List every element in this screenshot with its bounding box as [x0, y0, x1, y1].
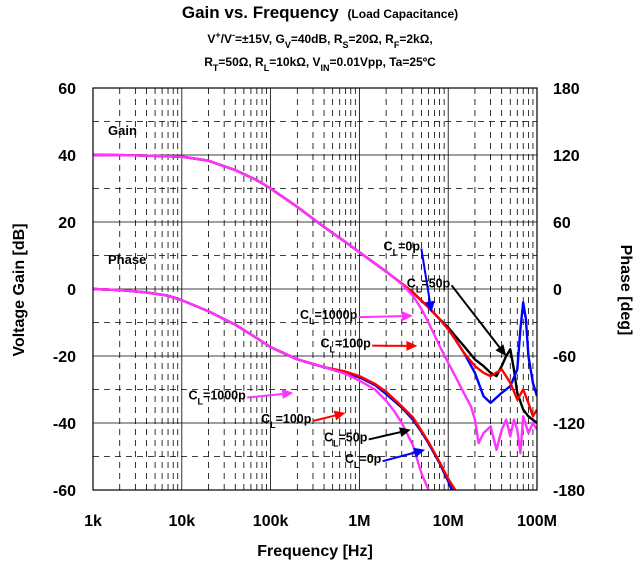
- y-right-tick-label: 120: [553, 148, 580, 165]
- y-left-tick-label: -20: [53, 349, 76, 366]
- curve-label-CL=1000p: CL=1000p: [188, 389, 246, 407]
- y-left-tick-label: -40: [53, 416, 76, 433]
- y-left-tick-label: 40: [58, 148, 76, 165]
- chart-title: Gain vs. Frequency (Load Capacitance): [182, 3, 458, 22]
- plot-series: [93, 153, 537, 490]
- x-axis-label: Frequency [Hz]: [257, 543, 373, 560]
- annotation-arrow-line: [420, 248, 431, 302]
- y-right-tick-label: -180: [553, 483, 585, 500]
- conditions-line-2: RT=50Ω, RL=10kΩ, VIN=0.01Vpp, Ta=25ºC: [204, 55, 436, 73]
- gain-curve-CL=1000p: [93, 153, 537, 455]
- annotation-arrow-head: [281, 389, 294, 399]
- gain-curve-CL=100p: [93, 153, 537, 418]
- phase-region-label: Phase: [108, 252, 146, 267]
- curve-label-CL=100p: CL=100p: [261, 412, 312, 430]
- curve-label-CL=1000p: CL=1000p: [300, 308, 358, 326]
- y-left-tick-label: 0: [67, 282, 76, 299]
- annotation-arrow-line: [368, 431, 401, 441]
- x-tick-label: 1k: [84, 513, 102, 530]
- x-tick-label: 10M: [433, 513, 464, 530]
- x-tick-label: 100M: [517, 513, 557, 530]
- conditions-line-1: V+/V-=±15V, GV=40dB, RS=20Ω, RF=2kΩ,: [207, 30, 432, 50]
- y-left-tick-label: -60: [53, 483, 76, 500]
- gain-region-label: Gain: [108, 123, 137, 138]
- annotation-arrow-line: [312, 414, 336, 422]
- x-tick-label: 10k: [168, 513, 195, 530]
- curve-label-CL=0p: CL=0p: [345, 452, 382, 470]
- phase-curve-CL=1000p: [93, 287, 430, 490]
- annotation-arrow-head: [401, 311, 413, 322]
- grid-lines: [92, 87, 538, 491]
- y-axis-right-label: Phase [deg]: [617, 245, 634, 336]
- curve-label-CL=50p: CL=50p: [407, 276, 451, 294]
- y-right-tick-label: 180: [553, 81, 580, 98]
- annotation-arrow-line: [382, 451, 415, 463]
- chart-title-suffix: (Load Capacitance): [347, 7, 458, 21]
- curve-label-CL=100p: CL=100p: [320, 337, 371, 355]
- annotation-arrow-head: [413, 447, 426, 458]
- tick-labels: 1k 10k 100k 1M 10M 100M -60 -40 -20 0 20 40 60 -180 -1…: [53, 81, 585, 530]
- annotation-arrow-line: [358, 315, 402, 319]
- y-left-tick-label: 20: [58, 215, 76, 232]
- y-right-tick-label: 0: [553, 282, 562, 299]
- chart-title-main: Gain vs. Frequency: [182, 3, 339, 22]
- curve-annotations: CL=0p CL=50p CL=1000p CL=100p CL=1000p CL=100…: [188, 239, 507, 470]
- y-left-tick-label: 60: [58, 81, 76, 98]
- curve-label-CL=50p: CL=50p: [324, 430, 368, 448]
- y-right-tick-label: -120: [553, 416, 585, 433]
- annotation-arrow-head: [333, 410, 346, 421]
- plot-frame: [92, 87, 538, 491]
- annotation-arrow-head: [406, 340, 418, 351]
- annotation-arrow-head: [424, 300, 435, 313]
- annotation-arrow-line: [450, 284, 501, 348]
- curve-label-CL=0p: CL=0p: [384, 239, 421, 257]
- annotation-arrow-line: [247, 392, 283, 399]
- annotation-arrow-head: [495, 344, 507, 356]
- y-axis-left-label: Voltage Gain [dB]: [11, 223, 28, 356]
- annotation-arrow-head: [399, 427, 411, 437]
- y-right-tick-label: -60: [553, 349, 576, 366]
- x-tick-label: 100k: [253, 513, 289, 530]
- x-tick-label: 1M: [348, 513, 370, 530]
- y-right-tick-label: 60: [553, 215, 571, 232]
- chart-title-group: Gain vs. Frequency (Load Capacitance) V+…: [182, 3, 458, 73]
